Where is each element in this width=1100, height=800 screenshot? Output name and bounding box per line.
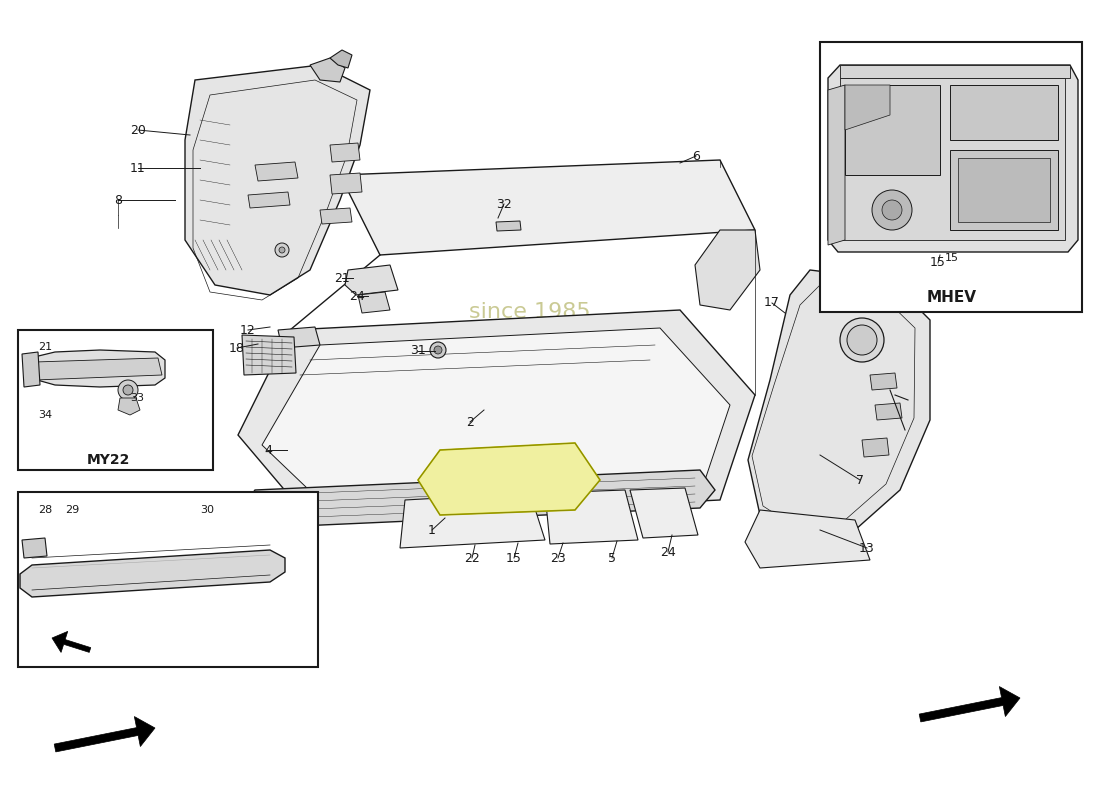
Text: a passion: a passion [301, 354, 459, 386]
Polygon shape [262, 328, 730, 510]
Text: 28: 28 [39, 505, 53, 515]
Polygon shape [320, 208, 352, 224]
Circle shape [430, 342, 446, 358]
Circle shape [847, 325, 877, 355]
Polygon shape [840, 78, 1065, 240]
Text: 31: 31 [410, 345, 426, 358]
Polygon shape [340, 160, 755, 255]
Text: eurospare: eurospare [270, 387, 651, 453]
Text: MHEV: MHEV [927, 290, 977, 306]
Polygon shape [310, 58, 345, 82]
Polygon shape [870, 373, 896, 390]
Text: 2: 2 [466, 415, 474, 429]
Polygon shape [695, 230, 760, 310]
Text: 18: 18 [229, 342, 245, 354]
Text: 23: 23 [550, 551, 565, 565]
Bar [18, 330, 213, 470]
Text: 8: 8 [114, 194, 122, 206]
Polygon shape [22, 352, 40, 387]
Text: 13: 13 [859, 542, 874, 554]
Polygon shape [418, 443, 600, 515]
Polygon shape [630, 488, 698, 538]
Polygon shape [748, 270, 929, 540]
Polygon shape [874, 403, 902, 420]
Text: 5: 5 [608, 551, 616, 565]
Polygon shape [238, 310, 755, 520]
Polygon shape [255, 162, 298, 181]
Text: 11: 11 [130, 162, 146, 174]
Polygon shape [22, 538, 47, 558]
Text: for all your parts: for all your parts [367, 330, 553, 350]
Text: 29: 29 [65, 505, 79, 515]
Text: 15: 15 [945, 253, 959, 263]
Text: 4: 4 [264, 443, 272, 457]
Circle shape [275, 243, 289, 257]
Text: 15: 15 [506, 551, 521, 565]
Polygon shape [958, 158, 1050, 222]
Circle shape [840, 318, 884, 362]
Circle shape [123, 385, 133, 395]
Polygon shape [874, 265, 910, 285]
Polygon shape [862, 438, 889, 457]
Polygon shape [248, 192, 290, 208]
Circle shape [882, 200, 902, 220]
Polygon shape [35, 358, 162, 380]
Bar [18, 492, 318, 667]
Text: 6: 6 [692, 150, 700, 162]
Polygon shape [828, 85, 845, 245]
Polygon shape [54, 717, 155, 752]
Polygon shape [496, 221, 521, 231]
Polygon shape [845, 85, 940, 175]
Polygon shape [330, 173, 362, 194]
Polygon shape [330, 50, 352, 68]
Text: 1: 1 [428, 523, 436, 537]
Text: 24: 24 [349, 290, 365, 302]
Text: 20: 20 [130, 123, 146, 137]
Text: 7: 7 [856, 474, 864, 486]
Text: MY22: MY22 [86, 453, 130, 467]
Polygon shape [950, 85, 1058, 140]
Text: 17: 17 [764, 297, 780, 310]
Text: 21: 21 [334, 271, 350, 285]
Text: 22: 22 [464, 551, 480, 565]
Polygon shape [30, 350, 165, 387]
Polygon shape [278, 327, 320, 348]
Polygon shape [845, 85, 890, 130]
Polygon shape [920, 686, 1020, 722]
Polygon shape [52, 631, 91, 653]
Polygon shape [358, 292, 390, 313]
Text: 12: 12 [240, 323, 256, 337]
Polygon shape [950, 150, 1058, 230]
Polygon shape [345, 265, 398, 295]
Polygon shape [118, 398, 140, 415]
Bar [820, 42, 1082, 312]
Circle shape [434, 346, 442, 354]
Polygon shape [400, 493, 544, 548]
Circle shape [279, 247, 285, 253]
Text: 15: 15 [931, 257, 946, 270]
Polygon shape [185, 65, 370, 295]
Circle shape [872, 190, 912, 230]
Polygon shape [240, 470, 715, 528]
Polygon shape [544, 490, 638, 544]
Polygon shape [745, 510, 870, 568]
Circle shape [118, 380, 138, 400]
Text: 30: 30 [200, 505, 214, 515]
Text: 24: 24 [660, 546, 675, 558]
Text: 21: 21 [39, 342, 52, 352]
Text: 34: 34 [39, 410, 52, 420]
Text: 32: 32 [496, 198, 512, 210]
Polygon shape [840, 270, 900, 300]
Polygon shape [828, 65, 1078, 252]
Polygon shape [20, 550, 285, 597]
Polygon shape [330, 143, 360, 162]
Polygon shape [242, 335, 296, 375]
Text: 33: 33 [130, 393, 144, 403]
Polygon shape [840, 65, 1070, 78]
Text: since 1985: since 1985 [470, 302, 591, 322]
